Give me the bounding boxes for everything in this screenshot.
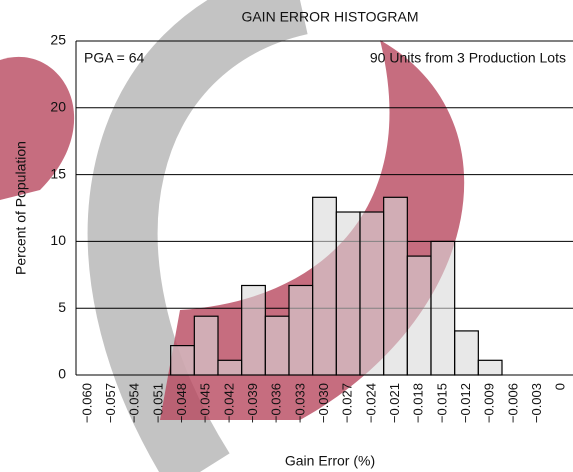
bar xyxy=(289,285,313,375)
x-tick-label: −0.048 xyxy=(174,383,189,423)
annotation: PGA = 64 xyxy=(84,50,145,66)
bar xyxy=(171,346,195,375)
y-axis-label: Percent of Population xyxy=(13,141,29,275)
x-tick-label: −0.054 xyxy=(127,383,142,423)
x-tick-label: −0.009 xyxy=(482,383,497,423)
x-tick-label: −0.042 xyxy=(221,383,236,423)
bar xyxy=(455,331,479,375)
x-tick-label: 0 xyxy=(553,383,568,390)
x-tick-label: −0.012 xyxy=(458,383,473,423)
x-tick-label: −0.003 xyxy=(529,383,544,423)
x-tick-label: −0.033 xyxy=(292,383,307,423)
bar xyxy=(384,197,408,375)
bar xyxy=(265,316,289,375)
bar xyxy=(407,256,431,375)
x-tick-label: −0.015 xyxy=(434,383,449,423)
x-tick-label: −0.036 xyxy=(269,383,284,423)
bar xyxy=(478,360,502,375)
x-tick-label: −0.060 xyxy=(79,383,94,423)
bar xyxy=(242,285,266,375)
bar xyxy=(431,241,455,375)
chart-title: GAIN ERROR HISTOGRAM xyxy=(241,9,418,25)
y-tick-label: 20 xyxy=(50,99,66,115)
bar xyxy=(313,197,337,375)
y-tick-label: 5 xyxy=(58,299,66,315)
y-tick-label: 10 xyxy=(50,232,66,248)
x-tick-label: −0.030 xyxy=(316,383,331,423)
x-tick-label: −0.006 xyxy=(505,383,520,423)
y-tick-label: 15 xyxy=(50,165,66,181)
bar xyxy=(336,212,360,375)
x-tick-label: −0.057 xyxy=(103,383,118,423)
y-tick-label: 25 xyxy=(50,32,66,48)
y-tick-label: 0 xyxy=(58,366,66,382)
x-tick-label: −0.021 xyxy=(387,383,402,423)
x-tick-label: −0.024 xyxy=(363,383,378,423)
bar xyxy=(360,212,384,375)
x-axis-label: Gain Error (%) xyxy=(285,453,375,469)
x-tick-label: −0.018 xyxy=(411,383,426,423)
x-tick-label: −0.027 xyxy=(340,383,355,423)
x-tick-label: −0.051 xyxy=(150,383,165,423)
x-tick-label: −0.039 xyxy=(245,383,260,423)
annotation: 90 Units from 3 Production Lots xyxy=(370,50,566,66)
bar xyxy=(194,316,218,375)
chart: GAIN ERROR HISTOGRAM Gain Error (%) Perc… xyxy=(0,0,573,472)
bar xyxy=(218,360,242,375)
x-tick-label: −0.045 xyxy=(198,383,213,423)
